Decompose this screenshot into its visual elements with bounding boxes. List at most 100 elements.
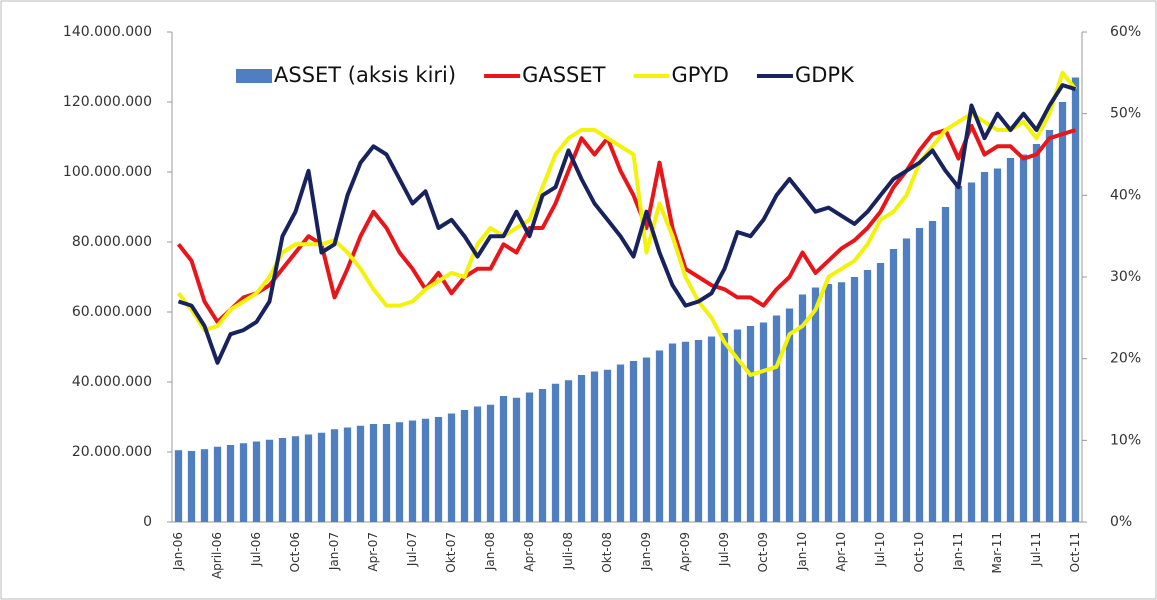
bar [356, 425, 365, 522]
bar [733, 329, 742, 522]
line [176, 123, 1077, 324]
bar [486, 404, 495, 522]
bar [811, 287, 820, 522]
bar [447, 413, 456, 522]
bar [1071, 77, 1080, 522]
bar [902, 238, 911, 522]
bar [954, 186, 963, 522]
bar [317, 432, 326, 522]
y2-tick-label: 40% [1110, 187, 1141, 203]
bar [1045, 130, 1054, 522]
x-tick-label: Oct-10 [912, 532, 926, 572]
bar [577, 375, 586, 522]
x-tick-label: Mar-11 [990, 532, 1004, 573]
bar [252, 441, 261, 522]
bar [720, 333, 729, 522]
x-tick-label: Oct-11 [1068, 532, 1082, 572]
y-tick-label: 100.000.000 [63, 164, 152, 180]
bar [564, 380, 573, 522]
x-tick-label: Jan-06 [171, 532, 185, 571]
bar [408, 420, 417, 522]
bar [785, 308, 794, 522]
x-tick-label: Jan-10 [795, 532, 809, 571]
bar [759, 322, 768, 522]
bar [642, 357, 651, 522]
bar [1019, 154, 1028, 522]
y-tick-label: 80.000.000 [72, 234, 152, 250]
y-tick-label: 140.000.000 [63, 24, 152, 40]
bar [707, 336, 716, 522]
x-tick-label: Oct-09 [756, 532, 770, 572]
bar [629, 361, 638, 522]
bar [798, 294, 807, 522]
bar [694, 340, 703, 522]
bar [278, 438, 287, 522]
x-tick-label: Okt-07 [444, 532, 458, 573]
bar [772, 315, 781, 522]
bar [980, 172, 989, 522]
bar [863, 270, 872, 522]
bar [174, 450, 183, 522]
y-tick-label: 0 [143, 514, 152, 530]
bar [850, 277, 859, 522]
x-tick-label: Apr-07 [366, 532, 380, 572]
y2-tick-label: 0% [1110, 514, 1132, 530]
bar [239, 443, 248, 522]
x-tick-label: Apr-10 [834, 532, 848, 572]
x-tick-label: Jan-08 [483, 532, 497, 571]
bar [668, 343, 677, 522]
legend-label: GPYD [671, 63, 728, 87]
x-tick-label: Jul-10 [873, 532, 887, 567]
bar [434, 417, 443, 522]
bar [746, 326, 755, 522]
x-tick-label: Apr-09 [678, 532, 692, 572]
line [177, 83, 1077, 365]
bar [616, 364, 625, 522]
bar [265, 439, 274, 522]
bar [824, 284, 833, 522]
bar [213, 446, 222, 522]
y2-tick-label: 10% [1110, 432, 1141, 448]
x-tick-label: Jan-07 [327, 532, 341, 571]
bar [200, 449, 209, 522]
bar [291, 436, 300, 522]
bar [460, 410, 469, 522]
y2-tick-label: 50% [1110, 106, 1141, 122]
bar [343, 427, 352, 522]
bar [928, 221, 937, 522]
x-tick-label: Jan-09 [639, 532, 653, 571]
bar [837, 282, 846, 522]
y2-tick-label: 20% [1110, 351, 1141, 367]
x-tick-label: Jul-09 [717, 532, 731, 567]
bar [512, 397, 521, 522]
bar [993, 168, 1002, 522]
bar [681, 341, 690, 522]
bar [187, 450, 196, 522]
bar [915, 228, 924, 522]
x-tick-label: Juli-08 [561, 532, 575, 570]
x-tick-label: Oct-06 [288, 532, 302, 572]
x-tick-label: Apr-08 [522, 532, 536, 572]
x-tick-label: Jul-06 [249, 532, 263, 567]
bar [603, 369, 612, 522]
bar [941, 207, 950, 522]
bar [551, 383, 560, 522]
legend-label: GASSET [522, 63, 606, 87]
bar [382, 424, 391, 522]
y-tick-label: 40.000.000 [72, 374, 152, 390]
bar [590, 371, 599, 522]
bar [889, 249, 898, 522]
y-tick-label: 20.000.000 [72, 444, 152, 460]
legend-label: ASSET (aksis kiri) [274, 63, 456, 87]
bar [499, 396, 508, 522]
bar [525, 392, 534, 522]
bar [395, 422, 404, 522]
x-tick-label: Jul-07 [405, 532, 419, 567]
legend-label: GDPK [795, 63, 855, 87]
y-tick-label: 60.000.000 [72, 304, 152, 320]
bar [1058, 102, 1067, 522]
bar [226, 445, 235, 522]
bar [304, 434, 313, 522]
bar [1032, 144, 1041, 522]
